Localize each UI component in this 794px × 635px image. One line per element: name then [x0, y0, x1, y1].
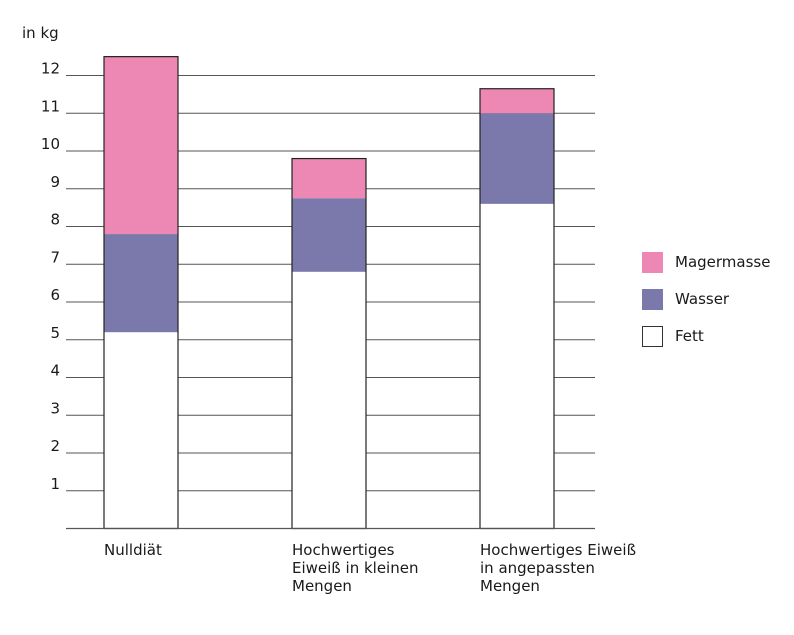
legend-label-fett: Fett: [675, 327, 704, 345]
bar-segment-fett-1: [104, 332, 178, 529]
y-tick-label: 8: [50, 211, 60, 229]
legend-swatch-fett: [642, 325, 663, 347]
category-label-eiweiss-angepasste-mengen: Hochwertiges Eiweiß in angepassten Menge…: [480, 541, 637, 595]
legend-label-magermasse: Magermasse: [675, 253, 771, 271]
y-unit-label: in kg: [22, 24, 59, 42]
y-tick-label: 10: [41, 135, 60, 153]
category-label-nulldiaet: Nulldiät: [104, 541, 162, 559]
bar-segment-magermasse-1: [104, 56, 178, 235]
bar-segment-wasser-1: [104, 234, 178, 333]
legend-swatch-magermasse: [642, 251, 663, 273]
y-tick-label: 9: [50, 173, 60, 191]
bar-segment-wasser-3: [480, 113, 554, 204]
bar-segment-wasser-2: [292, 198, 366, 272]
bar-segment-fett-3: [480, 203, 554, 529]
y-tick-label: 1: [50, 475, 60, 493]
bar-segment-fett-2: [292, 271, 366, 529]
bar-segment-magermasse-2: [292, 158, 366, 199]
bars: [103, 56, 555, 530]
y-tick-label: 4: [50, 362, 60, 380]
y-tick-label: 2: [50, 437, 60, 455]
legend-item-fett: Fett: [642, 324, 770, 348]
legend-label-wasser: Wasser: [675, 290, 730, 308]
legend-item-magermasse: Magermasse: [642, 250, 770, 274]
legend-swatch-wasser: [642, 288, 663, 310]
y-tick-label: 11: [41, 97, 60, 115]
legend: Magermasse Wasser Fett: [642, 250, 770, 361]
legend-item-wasser: Wasser: [642, 287, 770, 311]
category-label-eiweiss-kleine-mengen: Hochwertiges Eiweiß in kleinen Mengen: [292, 541, 419, 595]
y-tick-label: 12: [41, 60, 60, 78]
y-tick-label: 5: [50, 324, 60, 342]
bar-segment-magermasse-3: [480, 88, 554, 114]
y-tick-label: 6: [50, 286, 60, 304]
y-tick-label: 3: [50, 399, 60, 417]
y-tick-label: 7: [50, 248, 60, 266]
